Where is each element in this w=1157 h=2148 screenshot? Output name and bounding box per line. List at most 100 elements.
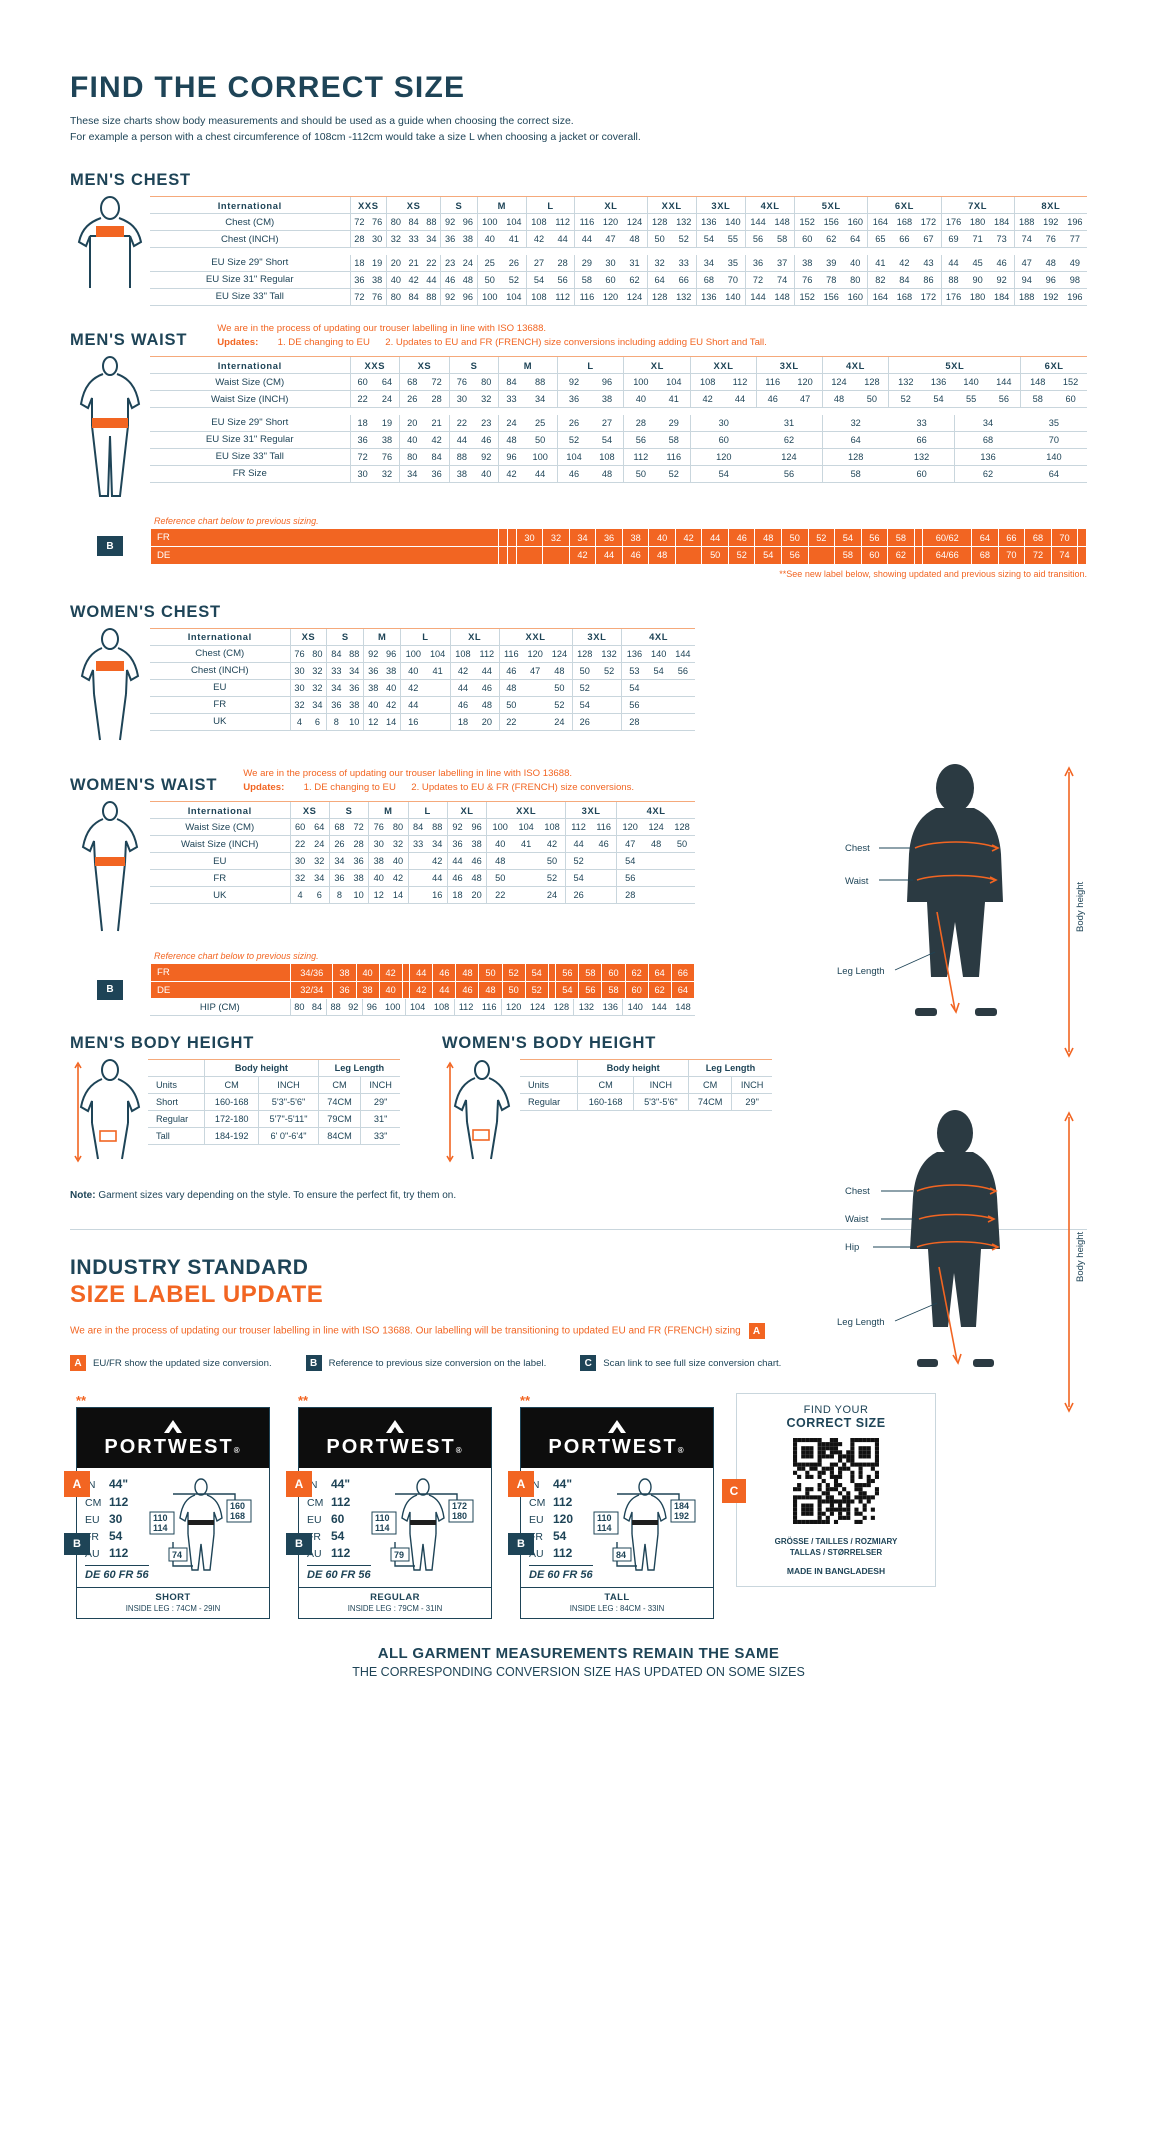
reference-cell: 64/66 (922, 545, 973, 565)
data-cell (591, 869, 617, 888)
data-cell: 132 (671, 288, 697, 306)
data-cell (646, 696, 671, 714)
qr-code-icon[interactable] (793, 1438, 879, 1525)
reference-cell (913, 545, 924, 565)
row-label: Chest (INCH) (150, 662, 290, 680)
label-body: IN 44" CM 112 EU 30 FR 54 AU 112 DE 60 FR 56 110 114… (77, 1468, 269, 1587)
data-cell: 33" (360, 1127, 400, 1146)
spec-value: 44" (553, 1477, 573, 1492)
data-cell: 26 (565, 886, 592, 905)
size-col-XS: XS (289, 627, 327, 646)
data-cell (425, 679, 451, 697)
spec-key: EU (307, 1513, 322, 1526)
data-cell (596, 696, 622, 714)
data-cell: 64 (843, 230, 868, 249)
data-cell: 100 (486, 818, 514, 837)
data-cell: 50 (498, 696, 524, 714)
data-cell: 50 (476, 271, 502, 289)
reference-cell (542, 545, 570, 565)
data-cell: 50 (486, 869, 514, 888)
svg-text:110: 110 (375, 1513, 390, 1523)
reference-cell (401, 980, 411, 1000)
spec-row-in: IN 44" (307, 1476, 371, 1493)
table-row: Chest (INCH) 28 30 32 33 34 36 38 40 41 42 44 44 47 48… (150, 230, 1087, 249)
data-cell: 48 (498, 679, 524, 697)
badge-b-women-waist: B (97, 979, 123, 1000)
data-cell: 148 (671, 999, 695, 1017)
data-cell: 32 (289, 869, 310, 888)
reference-cell: 74 (1050, 545, 1079, 565)
table-row: Chest (CM) 76 80 84 88 92 96 100 104 108 112 116 120… (150, 645, 695, 663)
model-label-waist: Waist (845, 876, 869, 887)
data-cell: 60 (888, 465, 955, 483)
data-cell: 33 (404, 230, 423, 249)
legend-text-a: EU/FR show the updated size conversion. (93, 1357, 272, 1369)
data-cell: 28 (349, 835, 369, 854)
badge-c-card: C (722, 1479, 746, 1504)
data-cell: 136 (922, 373, 955, 392)
reference-cell: 34/36 (289, 963, 334, 982)
data-cell: 32 (308, 679, 327, 697)
table-row: Chest (INCH) 30 32 33 34 36 38 40 41 42 44 46 47 48 50… (150, 662, 695, 680)
data-cell: 38 (374, 431, 400, 449)
data-cell: 100 (380, 999, 406, 1017)
data-cell: 48 (590, 465, 624, 483)
data-cell: 34 (328, 852, 350, 871)
data-cell: 46 (989, 254, 1015, 272)
update-item-1: 1. DE changing to EU (303, 781, 396, 793)
reference-cell: 46 (727, 528, 756, 547)
model-label-chest: Chest (845, 843, 870, 854)
badge-a-card: A (508, 1471, 534, 1498)
data-cell: 28 (349, 230, 369, 249)
mens-waist-title: MEN'S WAIST (70, 331, 188, 350)
reference-cell: 66 (997, 528, 1026, 547)
data-cell: 88 (523, 373, 558, 392)
data-cell: 56 (670, 662, 695, 680)
svg-text:172: 172 (452, 1501, 467, 1511)
data-cell: 64 (821, 431, 889, 449)
womens-body-height-title: WOMEN'S BODY HEIGHT (442, 1034, 657, 1053)
row-label-international: International (150, 196, 350, 215)
row-label: EU Size 31" Regular (150, 431, 350, 449)
row-label: EU Size 31" Regular (150, 271, 350, 289)
size-col-XXL: XXL (498, 627, 573, 646)
row-label: Tall (148, 1127, 205, 1146)
data-cell: 120 (598, 288, 623, 306)
svg-text:160: 160 (230, 1501, 245, 1511)
spec-row-in: IN 44" (85, 1476, 149, 1493)
data-cell: 14 (388, 886, 409, 905)
table-row: Waist Size (INCH) 22 24 26 28 30 32 33 34 36 38 40 4… (150, 835, 695, 854)
reference-row: FR 34/36 38 40 42 44 46 48 50 52 54 56 58 60 62 64 66 (150, 963, 696, 982)
reference-cell: 56 (555, 963, 580, 982)
svg-text:168: 168 (230, 1511, 245, 1521)
spec-value: 54 (553, 1528, 567, 1543)
data-cell: 132 (573, 999, 599, 1017)
spec-list: IN 44" CM 112 EU 120 FR 54 AU 112 DE 60 FR 56 (529, 1476, 593, 1583)
row-label: Chest (CM) (150, 645, 290, 663)
portwest-logo-icon (164, 1420, 182, 1434)
reference-cell: 62 (887, 545, 915, 565)
data-cell: 19 (368, 254, 387, 272)
data-cell: 88 (325, 999, 345, 1017)
data-cell: 92 (440, 213, 459, 232)
data-cell: 39 (819, 254, 844, 272)
data-cell: 104 (657, 373, 691, 392)
data-cell: 80 (399, 448, 425, 466)
reference-cell: 58 (887, 528, 915, 547)
data-cell: 98 (1062, 271, 1087, 289)
data-cell: 5'7"-5'11" (258, 1110, 319, 1129)
data-cell: 64 (309, 818, 330, 837)
data-cell: 144 (670, 645, 695, 663)
table-row: Regular 160-168 5'3"-5'6" 74CM 29" (520, 1093, 772, 1112)
reference-cell: 60/62 (922, 528, 973, 547)
data-cell: 116 (755, 373, 789, 392)
svg-text:74: 74 (172, 1550, 182, 1560)
data-cell: 176 (940, 213, 966, 232)
size-col-7XL: 7XL (940, 196, 1015, 215)
spec-value: 112 (331, 1494, 351, 1509)
reference-cell (547, 963, 557, 982)
label-stars: ** (76, 1393, 87, 1409)
model-label-leg-length: Leg Length (837, 1317, 885, 1328)
reference-cell (547, 980, 557, 1000)
data-cell: 47 (523, 662, 548, 680)
